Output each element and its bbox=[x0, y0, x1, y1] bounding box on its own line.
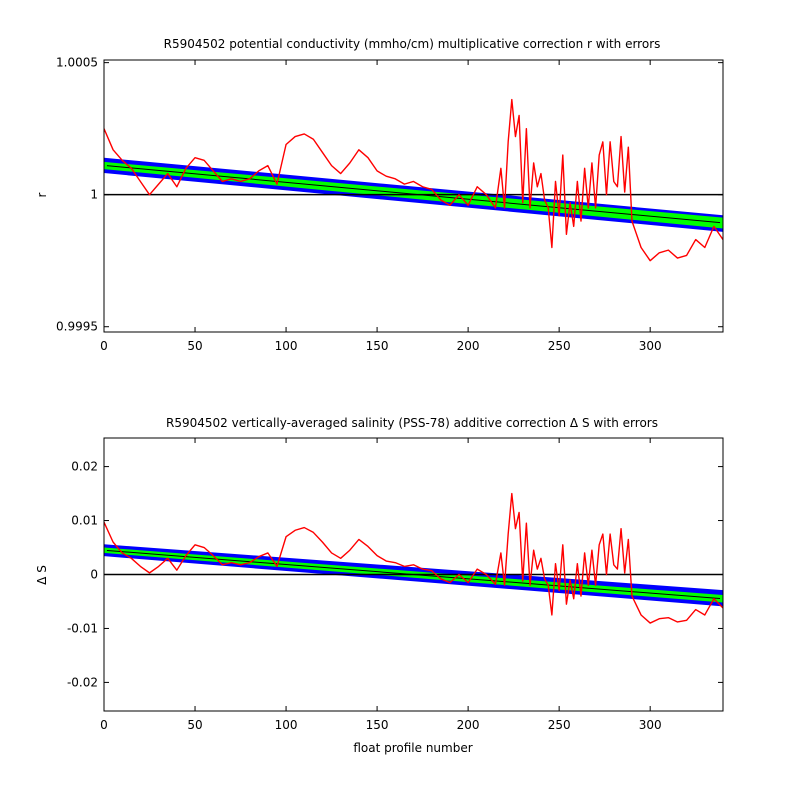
y-tick-label: 1 bbox=[90, 188, 98, 202]
chart-title: R5904502 vertically-averaged salinity (P… bbox=[166, 416, 658, 430]
x-tick-label: 300 bbox=[639, 339, 662, 353]
y-tick-label: 0 bbox=[90, 568, 98, 582]
x-tick-label: 50 bbox=[187, 339, 202, 353]
profile-series-line bbox=[104, 98, 723, 262]
x-tick-label: 100 bbox=[275, 339, 298, 353]
band-end-marker bbox=[104, 162, 107, 169]
profile-series-line bbox=[104, 492, 723, 624]
x-tick-label: 50 bbox=[187, 718, 202, 732]
y-tick-label: 1.0005 bbox=[56, 56, 98, 70]
y-tick-label: 0.01 bbox=[71, 514, 98, 528]
y-tick-label: -0.01 bbox=[67, 621, 98, 635]
y-tick-label: 0.9995 bbox=[56, 320, 98, 334]
band-end-marker bbox=[720, 219, 723, 226]
plot-area bbox=[104, 492, 723, 624]
band-end-marker bbox=[720, 595, 723, 602]
x-tick-label: 200 bbox=[457, 718, 480, 732]
x-tick-label: 250 bbox=[548, 718, 571, 732]
chart-title: R5904502 potential conductivity (mmho/cm… bbox=[164, 37, 661, 51]
panel-r-correction: R5904502 potential conductivity (mmho/cm… bbox=[35, 37, 724, 353]
x-tick-label: 0 bbox=[100, 339, 108, 353]
plot-area bbox=[104, 98, 723, 262]
x-tick-label: 150 bbox=[366, 718, 389, 732]
x-axis-label: float profile number bbox=[353, 741, 472, 755]
x-tick-label: 250 bbox=[548, 339, 571, 353]
band-end-marker bbox=[104, 547, 107, 554]
y-axis-label: Δ S bbox=[35, 565, 49, 585]
y-tick-label: -0.02 bbox=[67, 675, 98, 689]
panel-salinity-correction: R5904502 vertically-averaged salinity (P… bbox=[35, 416, 724, 755]
x-tick-label: 0 bbox=[100, 718, 108, 732]
x-tick-label: 300 bbox=[639, 718, 662, 732]
x-tick-label: 150 bbox=[366, 339, 389, 353]
y-tick-label: 0.02 bbox=[71, 460, 98, 474]
y-axis-label: r bbox=[35, 192, 49, 197]
axes-frame bbox=[103, 59, 724, 333]
x-tick-label: 100 bbox=[275, 718, 298, 732]
x-tick-label: 200 bbox=[457, 339, 480, 353]
